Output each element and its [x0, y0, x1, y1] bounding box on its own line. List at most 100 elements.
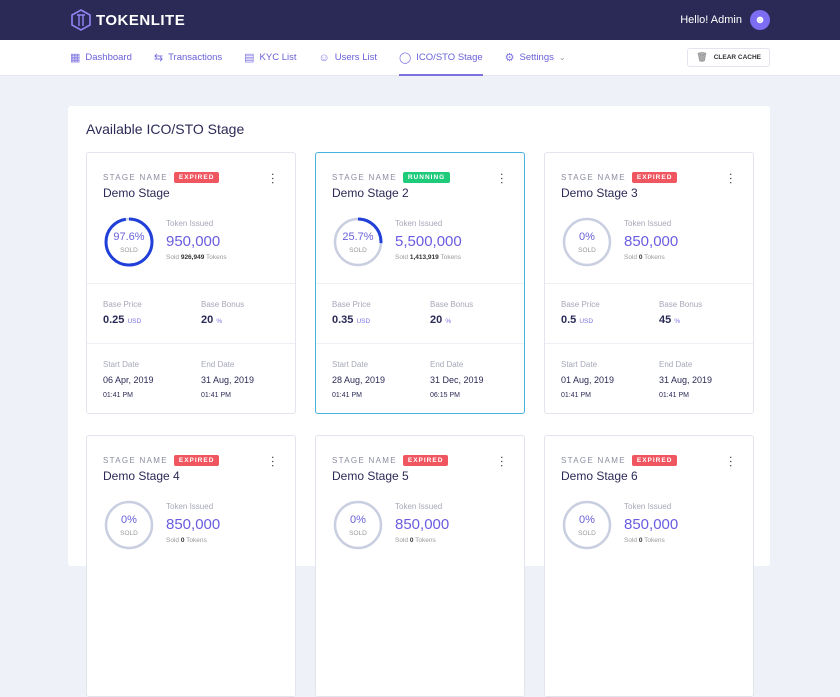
more-options-icon[interactable]: …	[727, 455, 742, 468]
stages-panel: Available ICO/STO Stage STAGE NAME EXPIRE…	[68, 106, 770, 697]
base-bonus: 20 %	[201, 314, 222, 326]
users-icon: ☺	[318, 51, 330, 64]
base-bonus-value: 20	[430, 314, 443, 326]
sold-caption: SOLD	[578, 247, 596, 254]
nav-item-transactions[interactable]: ⇆ Transactions	[154, 40, 222, 76]
sold-value: 0	[638, 537, 643, 544]
sold-progress-ring	[562, 217, 612, 267]
sold-caption: SOLD	[120, 530, 138, 537]
sold-value: 0	[638, 254, 643, 261]
main-nav: ▦ Dashboard ⇆ Transactions ▤ KYC List ☺ Users L…	[0, 40, 840, 76]
nav-label: Dashboard	[85, 52, 132, 63]
start-time: 01:41 PM	[103, 392, 133, 399]
sold-prefix: Sold	[624, 537, 638, 544]
start-date-label: Start Date	[561, 360, 598, 369]
end-time: 01:41 PM	[201, 392, 231, 399]
token-issued-label: Token Issued	[624, 219, 672, 228]
greeting: Hello! Admin	[680, 14, 742, 26]
stage-name: Demo Stage 3	[561, 186, 638, 200]
stage-name-caption: STAGE NAME	[103, 173, 168, 182]
sold-percent: 0%	[350, 514, 366, 526]
end-date-value: 31 Aug, 2019	[201, 375, 255, 385]
sold-caption: SOLD	[120, 247, 138, 254]
end-time: 01:41 PM	[659, 392, 689, 399]
stage-name: Demo Stage 6	[561, 469, 638, 483]
status-badge: EXPIRED	[173, 455, 220, 466]
stage-card[interactable]: STAGE NAME EXPIRED … Demo Stage 3 0% SOLD…	[544, 152, 754, 414]
more-options-icon[interactable]: …	[498, 455, 513, 468]
end-date-label: End Date	[430, 360, 464, 369]
status-badge: RUNNING	[402, 172, 451, 183]
user-icon[interactable]: ☻	[750, 10, 770, 30]
stage-card[interactable]: STAGE NAME EXPIRED … Demo Stage 6 0% SOLD…	[544, 435, 754, 697]
nav-label: Transactions	[168, 52, 223, 63]
nav-item-users-list[interactable]: ☺ Users List	[319, 40, 377, 76]
stage-name: Demo Stage	[103, 186, 170, 200]
base-price-value: 0.35	[332, 314, 354, 326]
base-price-value: 0.5	[561, 314, 577, 326]
more-options-icon[interactable]: …	[727, 172, 742, 185]
start-date: 06 Apr, 2019 01:41 PM	[103, 373, 198, 403]
token-issued-value: 850,000	[624, 516, 679, 533]
brand-logo[interactable]: TOKENLITE	[70, 9, 185, 31]
token-issued-value: 850,000	[395, 516, 450, 533]
divider	[545, 343, 753, 344]
tokens-suffix: Tokens	[186, 537, 207, 544]
tokens-suffix: Tokens	[206, 254, 227, 261]
status-badge: EXPIRED	[402, 455, 449, 466]
stage-card[interactable]: STAGE NAME EXPIRED … Demo Stage 5 0% SOLD…	[315, 435, 525, 697]
sold-tokens: Sold 0 Tokens	[624, 537, 665, 544]
more-options-icon[interactable]: …	[269, 172, 284, 185]
stage-name-label: STAGE NAME EXPIRED	[561, 172, 678, 183]
sold-percent: 0%	[121, 514, 137, 526]
token-issued-value: 850,000	[166, 516, 221, 533]
stage-name-label: STAGE NAME EXPIRED	[103, 172, 220, 183]
tokens-suffix: Tokens	[440, 254, 462, 261]
nav-label: Settings	[519, 52, 554, 63]
end-date-value: 31 Aug, 2019	[659, 375, 713, 385]
clear-cache-button[interactable]: 🗑 CLEAR CACHE	[687, 48, 770, 67]
sold-caption: SOLD	[349, 530, 367, 537]
more-options-icon[interactable]: …	[269, 455, 284, 468]
end-time: 06:15 PM	[430, 392, 460, 399]
sold-tokens: Sold 0 Tokens	[624, 254, 665, 261]
end-date: 31 Aug, 2019 01:41 PM	[659, 373, 754, 403]
end-date-label: End Date	[201, 360, 235, 369]
base-bonus-label: Base Bonus	[659, 300, 703, 309]
start-date-label: Start Date	[332, 360, 369, 369]
divider	[87, 283, 295, 284]
sold-tokens: Sold 1,413,919 Tokens	[395, 254, 461, 261]
base-bonus-value: 20	[201, 314, 214, 326]
nav-item-ico-sto-stage[interactable]: ◯ ICO/STO Stage	[398, 40, 483, 76]
currency: USD	[127, 318, 142, 325]
end-date: 31 Aug, 2019 01:41 PM	[201, 373, 296, 403]
divider	[87, 343, 295, 344]
sold-prefix: Sold	[166, 254, 180, 261]
nav-item-settings[interactable]: ⚙ Settings ⌄	[505, 40, 566, 76]
tokens-suffix: Tokens	[644, 254, 665, 261]
sold-prefix: Sold	[395, 254, 409, 261]
nav-item-kyc-list[interactable]: ▤ KYC List	[244, 40, 296, 76]
stage-card[interactable]: STAGE NAME RUNNING … Demo Stage 2 25.7% S…	[315, 152, 525, 414]
hexagon-logo-icon	[71, 9, 91, 31]
token-issued-value: 850,000	[624, 233, 679, 250]
trash-icon: 🗑	[696, 52, 708, 62]
sold-value: 1,413,919	[409, 254, 439, 261]
start-date-label: Start Date	[103, 360, 140, 369]
user-menu[interactable]: Hello! Admin ☻	[680, 10, 770, 30]
nav-item-dashboard[interactable]: ▦ Dashboard	[70, 40, 132, 76]
stage-card[interactable]: STAGE NAME EXPIRED … Demo Stage 4 0% SOLD…	[86, 435, 296, 697]
stage-name-caption: STAGE NAME	[103, 456, 168, 465]
stage-card[interactable]: STAGE NAME EXPIRED … Demo Stage 97.6% SOL…	[86, 152, 296, 414]
brand-name: TOKENLITE	[96, 11, 186, 29]
base-bonus: 45 %	[659, 314, 680, 326]
start-date-value: 01 Aug, 2019	[561, 375, 615, 385]
arrows-icon: ⇆	[153, 52, 164, 64]
sold-value: 926,949	[180, 254, 205, 261]
currency: USD	[579, 318, 594, 325]
tokens-suffix: Tokens	[415, 537, 436, 544]
base-price: 0.5 USD	[561, 314, 593, 326]
token-issued-label: Token Issued	[166, 219, 214, 228]
more-options-icon[interactable]: …	[498, 172, 513, 185]
start-date: 01 Aug, 2019 01:41 PM	[561, 373, 656, 403]
